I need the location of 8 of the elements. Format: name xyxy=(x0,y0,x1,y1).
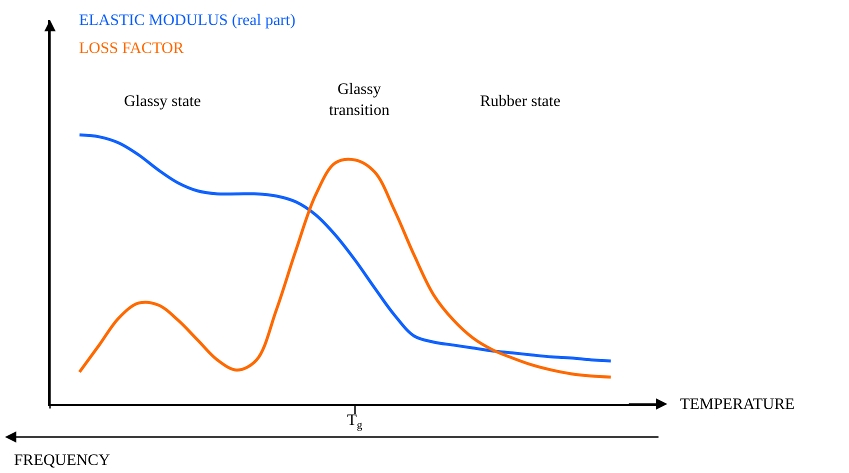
text: Rubber state xyxy=(480,93,560,110)
text: FREQUENCY xyxy=(14,452,110,469)
text: LOSS FACTOR xyxy=(79,40,184,57)
text: T$_{g}$ xyxy=(347,412,363,432)
text: Glassy state xyxy=(124,93,201,110)
x-axis-title: TEMPERATURE xyxy=(680,396,795,413)
text: Glassy transition xyxy=(329,81,390,119)
text: ELASTIC MODULUS (real part) xyxy=(79,12,296,29)
